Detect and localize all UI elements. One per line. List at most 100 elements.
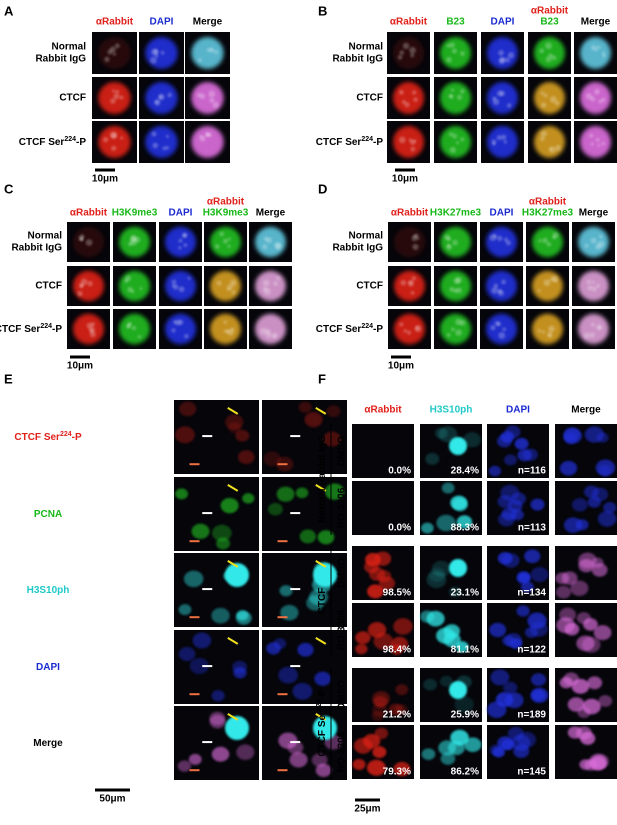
speckle xyxy=(506,103,512,108)
nucleus xyxy=(507,499,523,513)
column-header: DAPI xyxy=(491,17,515,28)
speckle xyxy=(397,54,403,60)
speckle xyxy=(412,234,417,238)
cell-stain xyxy=(394,270,425,302)
nucleus xyxy=(439,675,453,687)
speckle xyxy=(597,240,605,248)
nucleus xyxy=(504,692,524,709)
speckle xyxy=(403,329,408,333)
speckle xyxy=(410,146,416,152)
cell-stain xyxy=(534,126,565,158)
speckle xyxy=(411,90,417,95)
speckle xyxy=(199,134,203,138)
speckle xyxy=(555,144,562,151)
nucleus xyxy=(421,522,434,534)
nucleus xyxy=(514,437,529,450)
nucleus xyxy=(517,449,532,462)
cell-stain xyxy=(191,37,224,69)
speckle xyxy=(171,279,177,285)
cell-stain xyxy=(210,226,241,258)
speckle xyxy=(594,88,600,95)
speckle xyxy=(109,46,116,53)
label-sup: 224 xyxy=(361,136,373,143)
column-header: H3K27me3 xyxy=(522,208,574,219)
speckle xyxy=(229,279,237,287)
label-text: CTCF Ser xyxy=(317,711,328,757)
scale-label: 10μm xyxy=(392,174,418,185)
nucleus xyxy=(235,429,250,442)
speckle xyxy=(553,279,558,283)
speckle xyxy=(413,97,418,102)
speckle xyxy=(208,90,216,98)
cell-stain xyxy=(486,270,517,302)
speckle xyxy=(276,275,281,281)
cell-stain xyxy=(497,484,545,527)
speckle xyxy=(87,280,93,287)
nucleus xyxy=(530,673,547,687)
speckle xyxy=(491,287,498,294)
nucleus xyxy=(236,744,255,760)
speckle xyxy=(507,52,515,59)
micrograph xyxy=(262,553,347,627)
speckle xyxy=(199,93,206,100)
nucleus xyxy=(373,632,394,650)
column-header: DAPI xyxy=(490,208,514,219)
speckle xyxy=(537,289,541,293)
cell-stain xyxy=(534,37,565,69)
speckle xyxy=(449,94,453,98)
cell-stain xyxy=(421,729,482,765)
column-header: DAPI xyxy=(169,208,193,219)
nucleus xyxy=(393,618,413,635)
nucleus xyxy=(580,82,611,114)
nucleus xyxy=(579,759,592,770)
speckle xyxy=(409,46,416,54)
label-sup: 224 xyxy=(60,431,72,438)
speckle xyxy=(590,237,597,244)
cell-stain xyxy=(393,37,424,69)
speckle xyxy=(455,141,460,145)
cell-stain xyxy=(440,82,471,114)
speckle xyxy=(115,89,120,94)
cell-stain xyxy=(440,37,471,69)
nucleus xyxy=(452,498,468,512)
row-label: Rabbit IgG xyxy=(332,243,383,254)
speckle xyxy=(173,320,177,324)
speckle xyxy=(214,50,219,55)
cell-stain xyxy=(73,226,104,258)
speckle xyxy=(162,146,167,151)
speckle xyxy=(492,142,496,146)
speckle xyxy=(407,330,412,335)
nucleus xyxy=(567,697,585,712)
label-suffix: -P xyxy=(373,137,383,148)
cell-stain xyxy=(556,607,612,653)
column-header: αRabbit xyxy=(391,208,429,219)
speckle xyxy=(539,48,545,54)
nucleus xyxy=(175,426,195,444)
speckle xyxy=(413,139,417,143)
speckle xyxy=(272,335,276,339)
cell-stain xyxy=(177,711,255,772)
cell-stain xyxy=(98,82,131,114)
label-sup: 224 xyxy=(361,323,373,330)
nucleus xyxy=(355,643,368,655)
speckle xyxy=(552,232,559,239)
nucleus xyxy=(304,411,323,428)
cell-stain xyxy=(98,37,131,69)
column-header: αRabbit xyxy=(207,197,245,208)
nucleus xyxy=(534,82,565,114)
speckle xyxy=(149,56,157,64)
nucleus xyxy=(191,37,224,69)
nucleus xyxy=(165,313,196,345)
cell-stain xyxy=(352,727,411,777)
speckle xyxy=(102,136,109,143)
scale-label: 10μm xyxy=(92,174,118,185)
nucleus xyxy=(440,82,471,114)
nucleus xyxy=(580,37,611,69)
cell-stain xyxy=(73,313,104,345)
arrow xyxy=(315,560,327,568)
panel-letter: F xyxy=(318,371,326,386)
nucleus xyxy=(534,126,565,158)
speckle xyxy=(182,232,188,238)
percent-label: 79.3% xyxy=(383,767,411,778)
speckle xyxy=(540,91,545,95)
